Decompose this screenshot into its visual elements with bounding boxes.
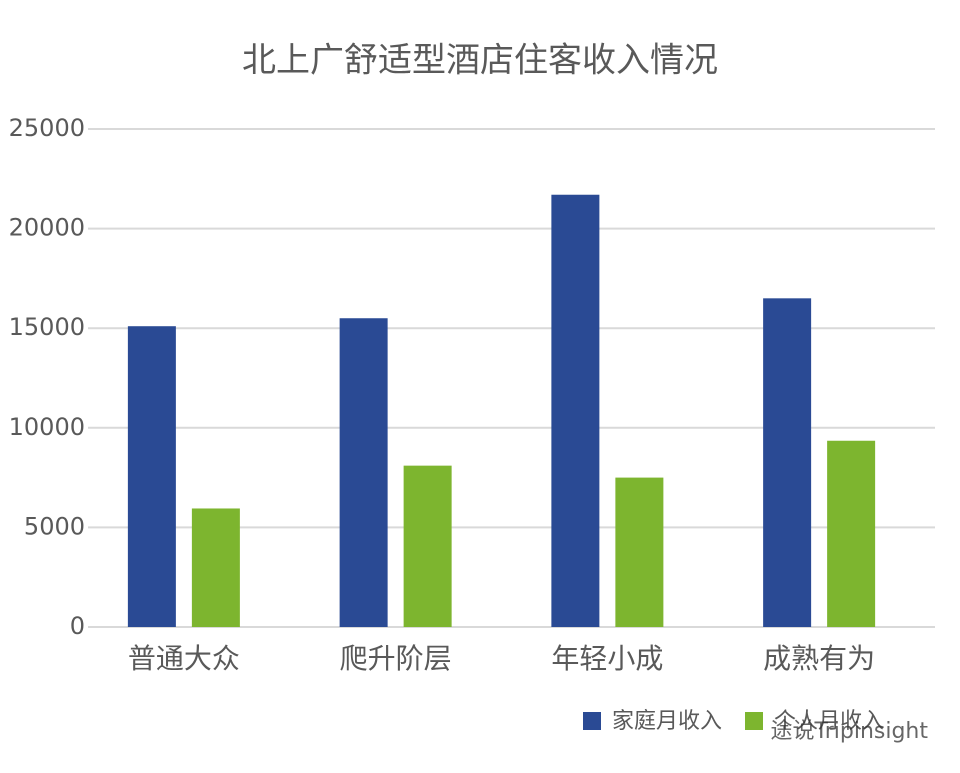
legend-swatch <box>745 712 763 730</box>
y-tick-label: 10000 <box>9 413 85 441</box>
bar <box>827 440 876 627</box>
bar <box>127 326 176 627</box>
y-tick-label: 5000 <box>24 512 85 540</box>
x-tick-label: 爬升阶层 <box>340 642 452 675</box>
y-tick-label: 20000 <box>9 214 85 242</box>
bar <box>191 508 240 627</box>
bar <box>403 465 452 627</box>
x-tick-label: 年轻小成 <box>551 642 663 675</box>
bar <box>763 298 812 627</box>
legend-swatch <box>583 712 601 730</box>
x-tick-label: 普通大众 <box>128 642 240 675</box>
x-tick-label: 成熟有为 <box>763 642 875 675</box>
watermark: 途说Tripinsight <box>771 719 929 744</box>
legend-label: 个人月收入 <box>774 709 884 734</box>
y-tick-label: 15000 <box>9 313 85 341</box>
chart-title: 北上广舒适型酒店住客收入情况 <box>242 41 718 81</box>
y-tick-label: 25000 <box>9 114 85 142</box>
bar <box>615 477 664 627</box>
bar <box>551 194 600 627</box>
bar <box>339 318 388 627</box>
legend-label: 家庭月收入 <box>612 709 722 734</box>
y-tick-label: 0 <box>70 612 85 640</box>
